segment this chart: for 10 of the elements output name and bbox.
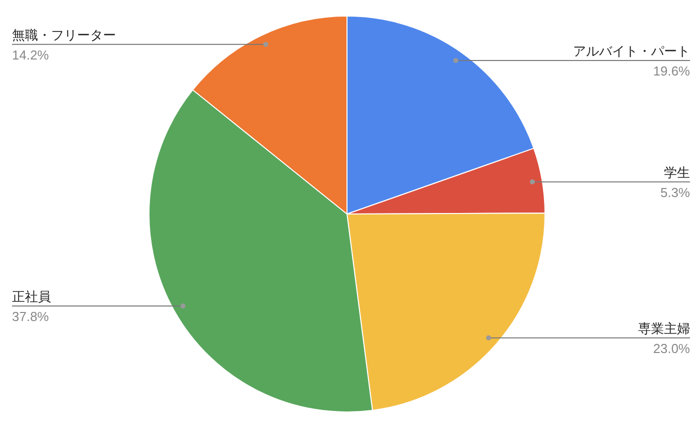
slice-label: 専業主婦 [638,320,690,336]
data-label: 5.3% [660,184,690,200]
slice-label: 無職・フリーター [12,27,116,42]
data-label: 23.0% [653,340,690,356]
slice-label: アルバイト・パート [573,44,690,59]
data-label: 37.8% [12,308,50,324]
data-label: 14.2% [12,47,50,62]
slice-label: 正社員 [12,288,51,304]
data-label: 19.6% [653,64,690,79]
slice-label: 学生 [664,164,690,180]
